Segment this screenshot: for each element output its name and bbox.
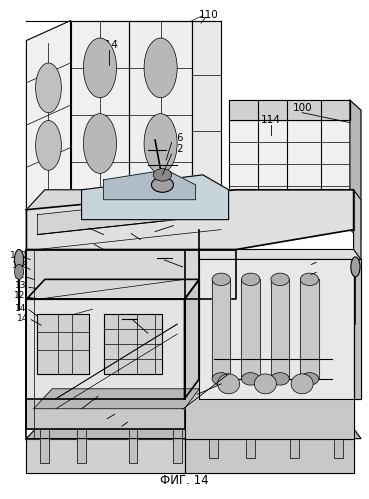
Ellipse shape xyxy=(241,373,260,385)
Polygon shape xyxy=(184,279,199,399)
Text: 138: 138 xyxy=(121,311,138,320)
Ellipse shape xyxy=(144,114,177,173)
Ellipse shape xyxy=(83,38,117,98)
Text: 114: 114 xyxy=(99,40,119,50)
Ellipse shape xyxy=(300,373,319,385)
Text: 160: 160 xyxy=(311,256,328,265)
Polygon shape xyxy=(184,439,354,474)
Polygon shape xyxy=(27,190,236,210)
Ellipse shape xyxy=(83,114,117,173)
Polygon shape xyxy=(354,259,361,399)
Ellipse shape xyxy=(153,169,172,181)
Polygon shape xyxy=(236,190,354,230)
Ellipse shape xyxy=(212,373,231,385)
Polygon shape xyxy=(38,195,221,235)
Text: 136: 136 xyxy=(156,251,173,260)
Polygon shape xyxy=(104,170,196,200)
Ellipse shape xyxy=(14,250,24,269)
Ellipse shape xyxy=(218,374,239,394)
Ellipse shape xyxy=(151,177,173,192)
Ellipse shape xyxy=(212,273,231,285)
Polygon shape xyxy=(192,20,221,185)
Ellipse shape xyxy=(36,121,61,170)
Polygon shape xyxy=(229,120,350,230)
Polygon shape xyxy=(184,389,354,439)
Polygon shape xyxy=(104,314,162,374)
Ellipse shape xyxy=(144,38,177,98)
Polygon shape xyxy=(173,399,182,464)
Text: 158: 158 xyxy=(311,266,328,275)
Polygon shape xyxy=(199,259,354,399)
Polygon shape xyxy=(290,399,299,459)
Text: 145: 145 xyxy=(17,314,34,323)
Polygon shape xyxy=(334,399,343,459)
Polygon shape xyxy=(350,100,361,240)
Polygon shape xyxy=(27,190,354,250)
Text: 132: 132 xyxy=(15,281,32,290)
Polygon shape xyxy=(27,279,199,299)
Polygon shape xyxy=(34,389,199,409)
Text: 140: 140 xyxy=(123,225,140,234)
Ellipse shape xyxy=(271,273,289,285)
Polygon shape xyxy=(40,399,49,464)
Text: 132: 132 xyxy=(90,388,107,397)
Text: 114: 114 xyxy=(261,115,281,125)
Ellipse shape xyxy=(291,374,313,394)
Polygon shape xyxy=(229,100,350,120)
Text: 106: 106 xyxy=(82,237,99,246)
Text: 104b: 104b xyxy=(169,218,192,227)
Polygon shape xyxy=(27,439,184,474)
Text: 116: 116 xyxy=(166,133,184,143)
Text: 110: 110 xyxy=(199,9,218,19)
Text: 146: 146 xyxy=(121,414,138,423)
Text: 160: 160 xyxy=(10,251,27,260)
Ellipse shape xyxy=(300,273,319,285)
Ellipse shape xyxy=(271,373,289,385)
Text: 104a: 104a xyxy=(68,220,91,229)
Text: 146: 146 xyxy=(15,304,32,313)
Polygon shape xyxy=(27,299,184,399)
Ellipse shape xyxy=(36,63,61,113)
Text: ФИГ. 14: ФИГ. 14 xyxy=(160,475,209,488)
Polygon shape xyxy=(27,419,199,439)
Text: 126: 126 xyxy=(13,291,31,300)
Polygon shape xyxy=(27,399,184,429)
Text: 100: 100 xyxy=(292,103,312,113)
Polygon shape xyxy=(129,399,137,464)
Polygon shape xyxy=(184,379,361,389)
Polygon shape xyxy=(70,20,130,210)
Ellipse shape xyxy=(241,273,260,285)
Polygon shape xyxy=(271,279,289,379)
Polygon shape xyxy=(199,250,361,259)
Polygon shape xyxy=(130,20,192,210)
Polygon shape xyxy=(38,314,89,374)
Text: 102: 102 xyxy=(166,144,184,154)
Polygon shape xyxy=(184,429,361,439)
Polygon shape xyxy=(27,250,236,299)
Polygon shape xyxy=(27,20,70,210)
Text: 158: 158 xyxy=(11,261,29,270)
Text: 158: 158 xyxy=(189,386,206,395)
Ellipse shape xyxy=(254,374,276,394)
Polygon shape xyxy=(241,279,260,379)
Ellipse shape xyxy=(351,257,360,277)
Text: 150: 150 xyxy=(174,401,191,410)
Polygon shape xyxy=(354,190,361,259)
Polygon shape xyxy=(212,279,231,379)
Text: 128: 128 xyxy=(13,271,31,280)
Polygon shape xyxy=(77,399,86,464)
Polygon shape xyxy=(300,279,319,379)
Ellipse shape xyxy=(14,264,24,279)
Polygon shape xyxy=(246,399,255,459)
Polygon shape xyxy=(210,399,218,459)
Text: 145: 145 xyxy=(108,406,125,415)
Polygon shape xyxy=(82,175,229,220)
Polygon shape xyxy=(27,379,199,399)
